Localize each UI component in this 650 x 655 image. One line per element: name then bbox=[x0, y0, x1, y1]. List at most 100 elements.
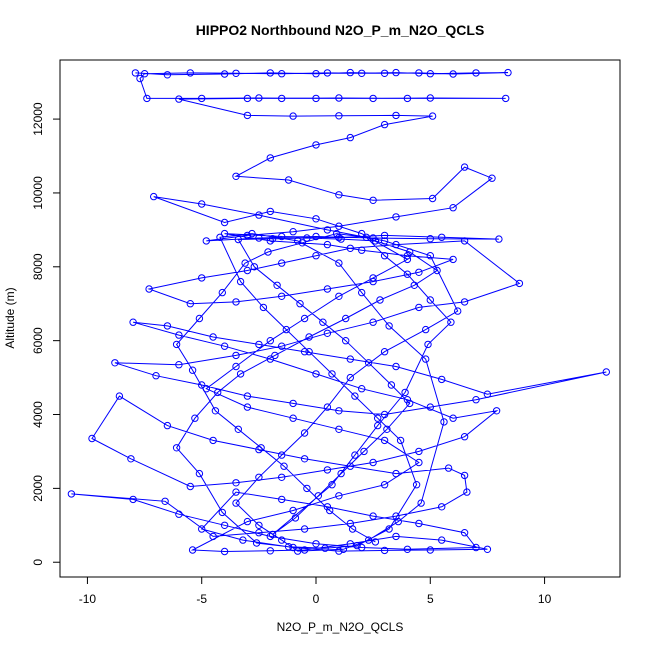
data-point bbox=[266, 207, 274, 216]
data-point bbox=[412, 481, 421, 489]
data-point bbox=[346, 540, 354, 548]
data-point bbox=[392, 111, 400, 120]
data-point bbox=[278, 94, 286, 103]
data-point bbox=[323, 226, 332, 234]
series-lines bbox=[71, 72, 607, 553]
x-tick-label: 5 bbox=[427, 592, 434, 606]
data-point bbox=[175, 361, 183, 369]
data-point bbox=[323, 329, 332, 337]
data-point bbox=[415, 303, 423, 312]
data-point bbox=[460, 237, 469, 245]
data-point bbox=[438, 375, 446, 384]
data-point bbox=[358, 543, 366, 552]
data-point bbox=[198, 525, 206, 533]
data-point bbox=[296, 300, 304, 308]
data-point bbox=[314, 492, 322, 500]
data-point bbox=[515, 279, 524, 288]
data-point bbox=[186, 69, 195, 77]
data-point bbox=[335, 492, 343, 500]
data-point bbox=[129, 318, 137, 326]
data-point bbox=[342, 314, 350, 323]
data-point bbox=[472, 69, 480, 77]
data-point bbox=[266, 154, 274, 162]
data-point bbox=[438, 233, 446, 242]
data-point bbox=[380, 252, 389, 260]
data-point bbox=[239, 536, 247, 544]
data-point bbox=[380, 546, 389, 555]
data-point bbox=[335, 407, 343, 415]
data-point bbox=[175, 510, 183, 518]
data-point bbox=[323, 285, 332, 293]
data-point bbox=[403, 255, 412, 264]
data-point bbox=[243, 111, 252, 120]
data-point bbox=[284, 543, 293, 551]
data-point bbox=[127, 455, 135, 463]
data-point bbox=[449, 204, 457, 212]
data-point bbox=[460, 529, 469, 537]
data-point bbox=[346, 462, 354, 470]
data-point bbox=[351, 392, 359, 400]
data-point bbox=[424, 340, 432, 349]
x-tick-label: -10 bbox=[79, 592, 97, 606]
data-point bbox=[335, 547, 343, 555]
data-point bbox=[266, 69, 274, 77]
data-point bbox=[380, 231, 389, 240]
data-point bbox=[369, 512, 377, 520]
data-point bbox=[358, 288, 366, 297]
data-point bbox=[323, 466, 332, 474]
data-point bbox=[232, 499, 240, 507]
data-point bbox=[278, 473, 286, 481]
data-point bbox=[175, 331, 183, 339]
data-point bbox=[266, 237, 274, 245]
data-point bbox=[294, 547, 302, 555]
data-point bbox=[234, 235, 243, 244]
data-point bbox=[403, 252, 412, 260]
data-point bbox=[248, 229, 256, 238]
data-point bbox=[369, 458, 377, 467]
data-point bbox=[380, 120, 389, 129]
data-point bbox=[369, 94, 377, 103]
data-point bbox=[303, 484, 311, 493]
data-point bbox=[488, 174, 496, 182]
data-point bbox=[415, 519, 423, 528]
data-point bbox=[300, 348, 309, 356]
data-point bbox=[403, 396, 412, 404]
data-point bbox=[449, 70, 457, 78]
data-point bbox=[172, 340, 181, 349]
data-point bbox=[188, 546, 197, 554]
data-point bbox=[220, 218, 229, 227]
data-point bbox=[380, 410, 389, 419]
data-point bbox=[495, 235, 503, 243]
data-point bbox=[278, 536, 286, 544]
data-point bbox=[236, 277, 245, 286]
data-point bbox=[371, 538, 380, 546]
series-line bbox=[71, 72, 607, 553]
data-point bbox=[136, 74, 144, 83]
data-point bbox=[195, 469, 204, 478]
data-point bbox=[289, 228, 297, 236]
data-point bbox=[369, 277, 377, 286]
data-point bbox=[364, 359, 373, 367]
data-point bbox=[232, 298, 240, 306]
data-point bbox=[312, 94, 320, 103]
data-point bbox=[220, 70, 229, 78]
data-point bbox=[328, 370, 336, 378]
data-point bbox=[454, 307, 462, 315]
data-point bbox=[289, 543, 297, 552]
data-point bbox=[447, 318, 455, 326]
data-point bbox=[252, 539, 261, 547]
data-point bbox=[250, 263, 259, 271]
data-point bbox=[392, 240, 400, 249]
data-point bbox=[380, 237, 389, 245]
data-point bbox=[337, 469, 345, 478]
y-axis: 0 2000 4000 6000 8000 10000 12000 bbox=[31, 102, 61, 566]
data-point bbox=[438, 536, 446, 544]
data-point bbox=[243, 392, 252, 400]
data-point bbox=[394, 517, 402, 526]
y-tick-label: 8000 bbox=[31, 253, 45, 280]
data-point bbox=[483, 545, 492, 553]
data-point bbox=[145, 285, 153, 293]
data-point bbox=[460, 298, 469, 306]
data-point bbox=[140, 70, 149, 78]
y-tick-label: 12000 bbox=[31, 102, 45, 136]
